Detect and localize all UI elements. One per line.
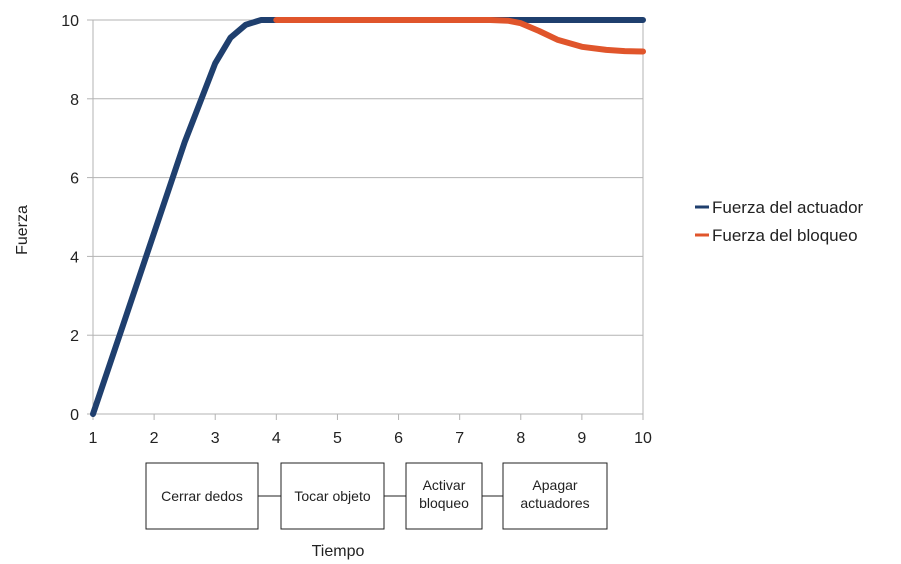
x-tick-label: 6 bbox=[394, 430, 403, 447]
x-tick-label: 3 bbox=[211, 430, 220, 447]
grid-lines bbox=[93, 19, 643, 415]
x-tick-label: 9 bbox=[577, 430, 586, 447]
x-tick-label: 1 bbox=[89, 430, 98, 447]
x-tick-label: 2 bbox=[150, 430, 159, 447]
series-line-1 bbox=[90, 17, 646, 417]
phase-label: Activar bbox=[423, 477, 466, 493]
phase-label: Apagar bbox=[532, 477, 577, 493]
y-tick-label: 6 bbox=[70, 171, 79, 188]
x-axis-title: Tiempo bbox=[312, 543, 365, 560]
phase-label: Tocar objeto bbox=[294, 488, 370, 504]
y-tick-label: 8 bbox=[70, 92, 79, 109]
x-tick-label: 8 bbox=[516, 430, 525, 447]
x-tick-label: 4 bbox=[272, 430, 281, 447]
phase-box bbox=[145, 462, 259, 530]
legend: Fuerza del actuador Fuerza del bloqueo bbox=[695, 198, 864, 245]
phase-label: actuadores bbox=[520, 495, 589, 511]
phase-box bbox=[280, 462, 385, 530]
x-tick-label: 10 bbox=[634, 430, 652, 447]
x-tick-label: 7 bbox=[455, 430, 464, 447]
phase-box bbox=[502, 462, 608, 530]
y-tick-label: 10 bbox=[61, 13, 79, 30]
x-tick-label: 5 bbox=[333, 430, 342, 447]
axes bbox=[87, 19, 644, 420]
phase-box bbox=[405, 462, 483, 530]
phase-diagram: Cerrar dedos Tocar objeto Activar bloqueo Ap… bbox=[145, 462, 608, 530]
phase-label: bloqueo bbox=[419, 495, 469, 511]
phase-label: Cerrar dedos bbox=[161, 488, 243, 504]
series-line-2 bbox=[273, 17, 646, 55]
y-axis-title: Fuerza bbox=[14, 205, 31, 255]
data-series bbox=[90, 17, 646, 417]
y-tick-label: 2 bbox=[70, 328, 79, 345]
legend-label: Fuerza del actuador bbox=[712, 198, 864, 217]
y-tick-label: 4 bbox=[70, 249, 79, 266]
legend-label: Fuerza del bloqueo bbox=[712, 226, 858, 245]
y-tick-label: 0 bbox=[70, 407, 79, 424]
